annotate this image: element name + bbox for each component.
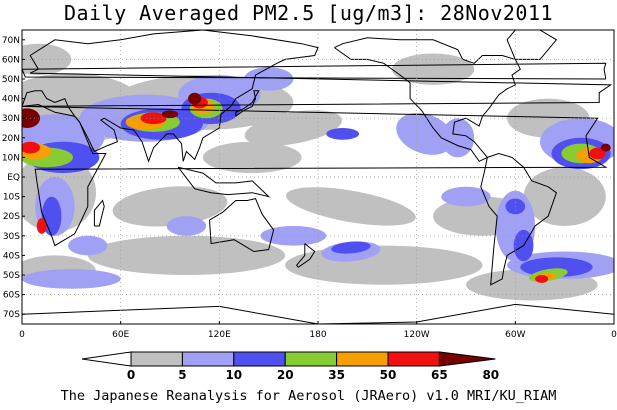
concentration-region (188, 92, 202, 105)
lat-tick-label: 40N (2, 95, 20, 105)
colorbar-segment (130, 351, 183, 367)
coastline (22, 103, 608, 247)
coastline (235, 90, 260, 117)
colorbar-label: 5 (178, 368, 186, 382)
concentration-region (166, 216, 207, 236)
coastline (295, 243, 316, 268)
colorbar-label: 0 (127, 368, 135, 382)
concentration-region (68, 235, 108, 256)
lon-tick-label: 120W (404, 330, 430, 340)
colorbar-label: 50 (380, 368, 397, 382)
colorbar-segment (387, 351, 440, 367)
colorbar-segment (181, 351, 235, 367)
lat-tick-label: 50N (2, 75, 20, 85)
concentration-region (523, 167, 606, 227)
lat-tick-label: 70S (3, 310, 20, 320)
concentration-region (22, 108, 41, 128)
concentration-region (22, 141, 41, 154)
lat-tick-label: 60N (2, 55, 20, 65)
lat-tick-label: 40S (3, 251, 20, 261)
concentration-region (535, 275, 549, 283)
colorbar-segment (336, 351, 389, 367)
concentration-region (243, 67, 294, 91)
pm25-map: 70N 60N 50N 40N 30N 20N 10N EQ 10S 20S 30S 40S 50S 60… (2, 29, 617, 382)
concentration-region (589, 147, 606, 160)
concentration-region (202, 141, 302, 174)
concentration-region (600, 143, 611, 152)
concentration-region (286, 187, 416, 226)
concentration-region (441, 186, 491, 207)
coastline (93, 199, 105, 227)
concentration-region (326, 128, 360, 140)
concentration-region (331, 241, 371, 254)
concentration-fields (22, 43, 614, 301)
footer-caption: The Japanese Reanalysis for Aerosol (JRA… (60, 388, 557, 404)
concentration-region (36, 218, 47, 234)
colorbar-label: 80 (482, 368, 499, 382)
colorbar: 0 5 10 20 35 50 65 80 (81, 351, 499, 382)
concentration-region (140, 112, 167, 125)
lat-tick-label: 30S (3, 232, 20, 242)
lat-tick-label: 60S (3, 291, 20, 301)
coastline (506, 30, 558, 60)
colorbar-segment (438, 351, 496, 367)
concentration-region (87, 235, 286, 275)
concentration-region (260, 226, 327, 246)
lat-tick-label: 70N (2, 36, 20, 46)
page-title: Daily Averaged PM2.5 [ug/m3]: 28Nov2011 (63, 1, 554, 25)
lat-tick-label: 20N (2, 134, 20, 144)
lon-tick-label: 60W (505, 330, 525, 340)
concentration-region (161, 110, 179, 119)
coastline (177, 166, 271, 198)
lat-tick-label: EQ (7, 173, 20, 183)
colorbar-segment (81, 351, 132, 367)
lon-tick-label: 120E (208, 330, 231, 340)
lon-tick-label: 0 (611, 330, 617, 340)
concentration-region (112, 186, 228, 227)
colorbar-label: 10 (225, 368, 242, 382)
lat-tick-label: 20S (3, 212, 20, 222)
coastline (22, 62, 607, 80)
colorbar-segment (233, 351, 286, 367)
colorbar-label: 20 (277, 368, 294, 382)
concentration-region (244, 110, 342, 146)
concentration-region (396, 112, 454, 155)
latitude-labels: 70N 60N 50N 40N 30N 20N 10N EQ 10S 20S 30S 40S 50S 60… (2, 36, 25, 320)
colorbar-label: 35 (328, 368, 345, 382)
coastline (22, 30, 613, 163)
coastline (334, 37, 521, 162)
lat-tick-label: 30N (2, 114, 20, 124)
concentration-region (392, 53, 475, 85)
lon-tick-label: 0 (19, 330, 25, 340)
lon-tick-label: 180 (309, 330, 326, 340)
colorbar-label: 65 (431, 368, 448, 382)
coastline (209, 198, 275, 253)
lat-tick-label: 50S (3, 271, 20, 281)
lon-tick-label: 60E (112, 330, 129, 340)
colorbar-segment (284, 351, 338, 367)
concentration-region (22, 269, 121, 289)
lat-tick-label: 10N (2, 153, 20, 163)
longitude-labels: 0 60E 120E 180 120W 60W 0 (19, 321, 617, 340)
gridlines (22, 30, 614, 324)
lat-tick-label: 10S (3, 193, 20, 203)
coastline (480, 152, 557, 286)
